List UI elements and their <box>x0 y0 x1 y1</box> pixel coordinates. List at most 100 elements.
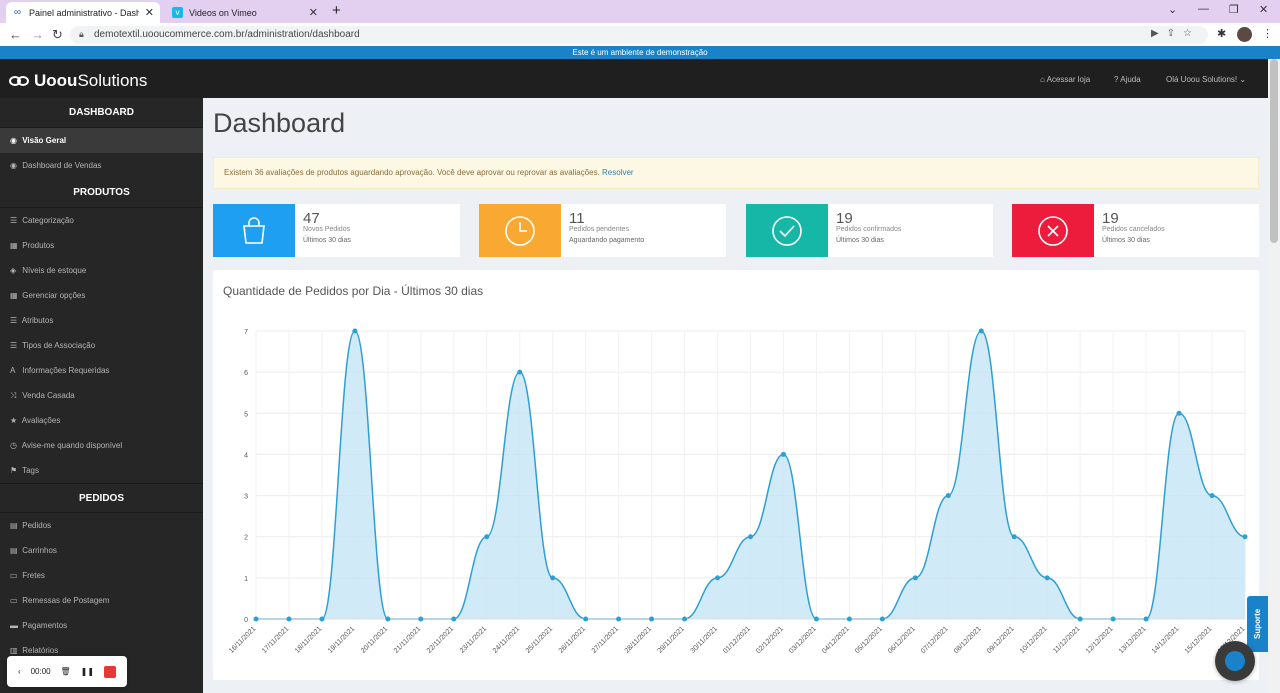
stop-icon[interactable] <box>103 665 116 678</box>
stat-value: 47 <box>303 210 320 227</box>
x-tick-label: 04/12/2021 <box>821 625 851 655</box>
user-menu[interactable]: Olá Uoou Solutions! ⌄ <box>1166 75 1246 84</box>
data-point <box>1176 410 1182 416</box>
support-tab[interactable]: Suporte <box>1247 596 1268 652</box>
sidebar-item-remessas[interactable]: ▭ Remessas de Postagem <box>0 588 203 613</box>
sidebar-item-atributos[interactable]: ☰ Atributos <box>0 308 203 333</box>
lock-icon: 🔒︎ <box>79 29 84 39</box>
sidebar-item-tipos-associacao[interactable]: ☰ Tipos de Associação <box>0 333 203 358</box>
sidebar-item-label: Fretes <box>22 571 45 580</box>
x-tick-label: 10/12/2021 <box>1019 625 1049 655</box>
stat-label: Pedidos confirmados <box>836 226 902 233</box>
data-point <box>1011 534 1017 540</box>
y-tick-label: 3 <box>244 494 248 501</box>
series-area <box>256 331 1245 619</box>
list-icon: ☰ <box>10 316 18 325</box>
address-bar: ← → ↻ 🔒︎ demotextil.uooucommerce.com.br/… <box>0 23 1280 47</box>
x-tick-label: 19/11/2021 <box>327 625 356 654</box>
close-tab-icon[interactable]: ✕ <box>308 7 318 19</box>
stat-card-new-orders[interactable]: 47 Novos Pedidos Últimos 30 dias <box>213 204 460 257</box>
browser-tab-dashboard[interactable]: ∞ Painel administrativo - Dashboard ✕ <box>6 2 160 23</box>
brand-logo[interactable]: Uoou Solutions <box>9 71 147 91</box>
extensions-icon[interactable]: ✱ <box>1217 28 1227 40</box>
data-point <box>945 493 951 499</box>
help-link[interactable]: ? Ajuda <box>1114 75 1141 84</box>
x-tick-label: 17/11/2021 <box>261 625 290 654</box>
screen-recorder-widget: ‹ 00:00 🗑︎ ❚❚ <box>7 656 127 687</box>
x-tick-label: 06/12/2021 <box>887 625 917 655</box>
help-link-label: Ajuda <box>1120 75 1141 84</box>
stat-value: 11 <box>569 210 585 227</box>
new-tab-icon[interactable]: + <box>332 2 341 19</box>
sidebar-item-avaliacoes[interactable]: ★ Avaliações <box>0 408 203 433</box>
restore-icon[interactable]: ❐ <box>1229 4 1239 16</box>
check-circle-icon <box>746 204 828 257</box>
store-link[interactable]: ⌂ Acessar loja <box>1040 75 1090 84</box>
sidebar-item-venda-casada[interactable]: ⤨ Venda Casada <box>0 383 203 408</box>
sidebar-item-gerenciar-opcoes[interactable]: ▦ Gerenciar opções <box>0 283 203 308</box>
x-tick-label: 20/11/2021 <box>360 625 389 654</box>
url-field[interactable]: 🔒︎ demotextil.uooucommerce.com.br/admini… <box>70 26 1208 44</box>
page-scrollbar[interactable] <box>1268 59 1280 693</box>
uoou-icon: ∞ <box>13 7 22 18</box>
x-tick-label: 13/12/2021 <box>1118 625 1148 655</box>
x-tick-label: 11/12/2021 <box>1052 625 1081 654</box>
omnibox-action-icons[interactable]: ▶⇪☆ <box>1150 28 1200 39</box>
cart-icon: ▤ <box>10 521 18 530</box>
scrollbar-thumb[interactable] <box>1270 59 1278 243</box>
tab-search-icon[interactable]: ⌄ <box>1168 4 1178 16</box>
reload-icon[interactable]: ↻ <box>52 27 63 42</box>
browser-menu-icon[interactable]: ⋮ <box>1262 28 1273 40</box>
reviews-alert: Existem 36 avaliações de produtos aguard… <box>213 157 1259 189</box>
sidebar-item-fretes[interactable]: ▭ Fretes <box>0 563 203 588</box>
stat-card-confirmed-orders[interactable]: 19 Pedidos confirmados Últimos 30 dias <box>746 204 993 257</box>
home-icon: ⌂ <box>1040 75 1047 84</box>
close-tab-icon[interactable]: ✕ <box>144 7 154 19</box>
sidebar-item-categorizacao[interactable]: ☰ Categorização <box>0 208 203 233</box>
sidebar-item-dashboard-vendas[interactable]: ◉ Dashboard de Vendas <box>0 153 203 178</box>
sidebar-item-label: Tags <box>22 466 39 475</box>
sidebar-item-avise-me[interactable]: ◷ Avise-me quando disponível <box>0 433 203 458</box>
forward-icon[interactable]: → <box>31 27 44 42</box>
tag-icon: ⚑ <box>10 466 18 475</box>
sidebar-item-visao-geral[interactable]: ◉ Visão Geral <box>0 128 203 153</box>
sidebar-item-pagamentos[interactable]: ▬ Pagamentos <box>0 613 203 638</box>
collapse-icon[interactable]: ‹ <box>17 667 21 676</box>
y-tick-label: 6 <box>244 370 248 377</box>
sidebar-item-informacoes-requeridas[interactable]: A Informações Requeridas <box>0 358 203 383</box>
sidebar-item-tags[interactable]: ⚑ Tags <box>0 458 203 483</box>
profile-avatar[interactable] <box>1237 27 1252 42</box>
browser-tab-vimeo[interactable]: v Videos on Vimeo ✕ <box>166 2 324 23</box>
data-point <box>682 616 688 622</box>
stat-card-pending-orders[interactable]: 11 Pedidos pendentes Aguardando pagament… <box>479 204 726 257</box>
resolve-link[interactable]: Resolver <box>602 168 634 177</box>
x-tick-label: 16/11/2021 <box>228 625 257 654</box>
data-point <box>879 616 885 622</box>
sidebar-item-label: Pedidos <box>22 521 52 530</box>
sidebar-section-pedidos: PEDIDOS <box>0 483 203 513</box>
data-point <box>550 575 556 581</box>
sidebar-item-relatorios[interactable]: ▥ Relatórios <box>0 638 203 663</box>
user-greeting: Olá Uoou Solutions! <box>1166 75 1238 84</box>
grid-icon: ▦ <box>10 291 18 300</box>
close-window-icon[interactable]: ✕ <box>1259 4 1269 16</box>
sidebar-item-produtos[interactable]: ▦ Produtos <box>0 233 203 258</box>
x-tick-label: 02/12/2021 <box>755 625 785 655</box>
sidebar-item-pedidos[interactable]: ▤ Pedidos <box>0 513 203 538</box>
sidebar-item-label: Atributos <box>21 316 54 325</box>
sidebar-item-label: Níveis de estoque <box>22 266 87 275</box>
minimize-icon[interactable]: — <box>1198 3 1209 15</box>
chat-button[interactable] <box>1215 641 1255 681</box>
data-point <box>385 616 391 622</box>
data-point <box>715 575 721 581</box>
trash-icon[interactable]: 🗑︎ <box>60 667 71 676</box>
logo-rings-icon <box>9 76 29 86</box>
stat-card-cancelled-orders[interactable]: 19 Pedidos cancelados Últimos 30 dias <box>1012 204 1259 257</box>
sidebar-item-carrinhos[interactable]: ▤ Carrinhos <box>0 538 203 563</box>
font-icon: A <box>10 366 16 375</box>
pause-icon[interactable]: ❚❚ <box>80 667 95 676</box>
sidebar-item-niveis-estoque[interactable]: ◈ Níveis de estoque <box>0 258 203 283</box>
dashboard-icon: ◉ <box>10 161 17 170</box>
y-tick-label: 5 <box>244 411 248 418</box>
back-icon[interactable]: ← <box>9 27 22 42</box>
